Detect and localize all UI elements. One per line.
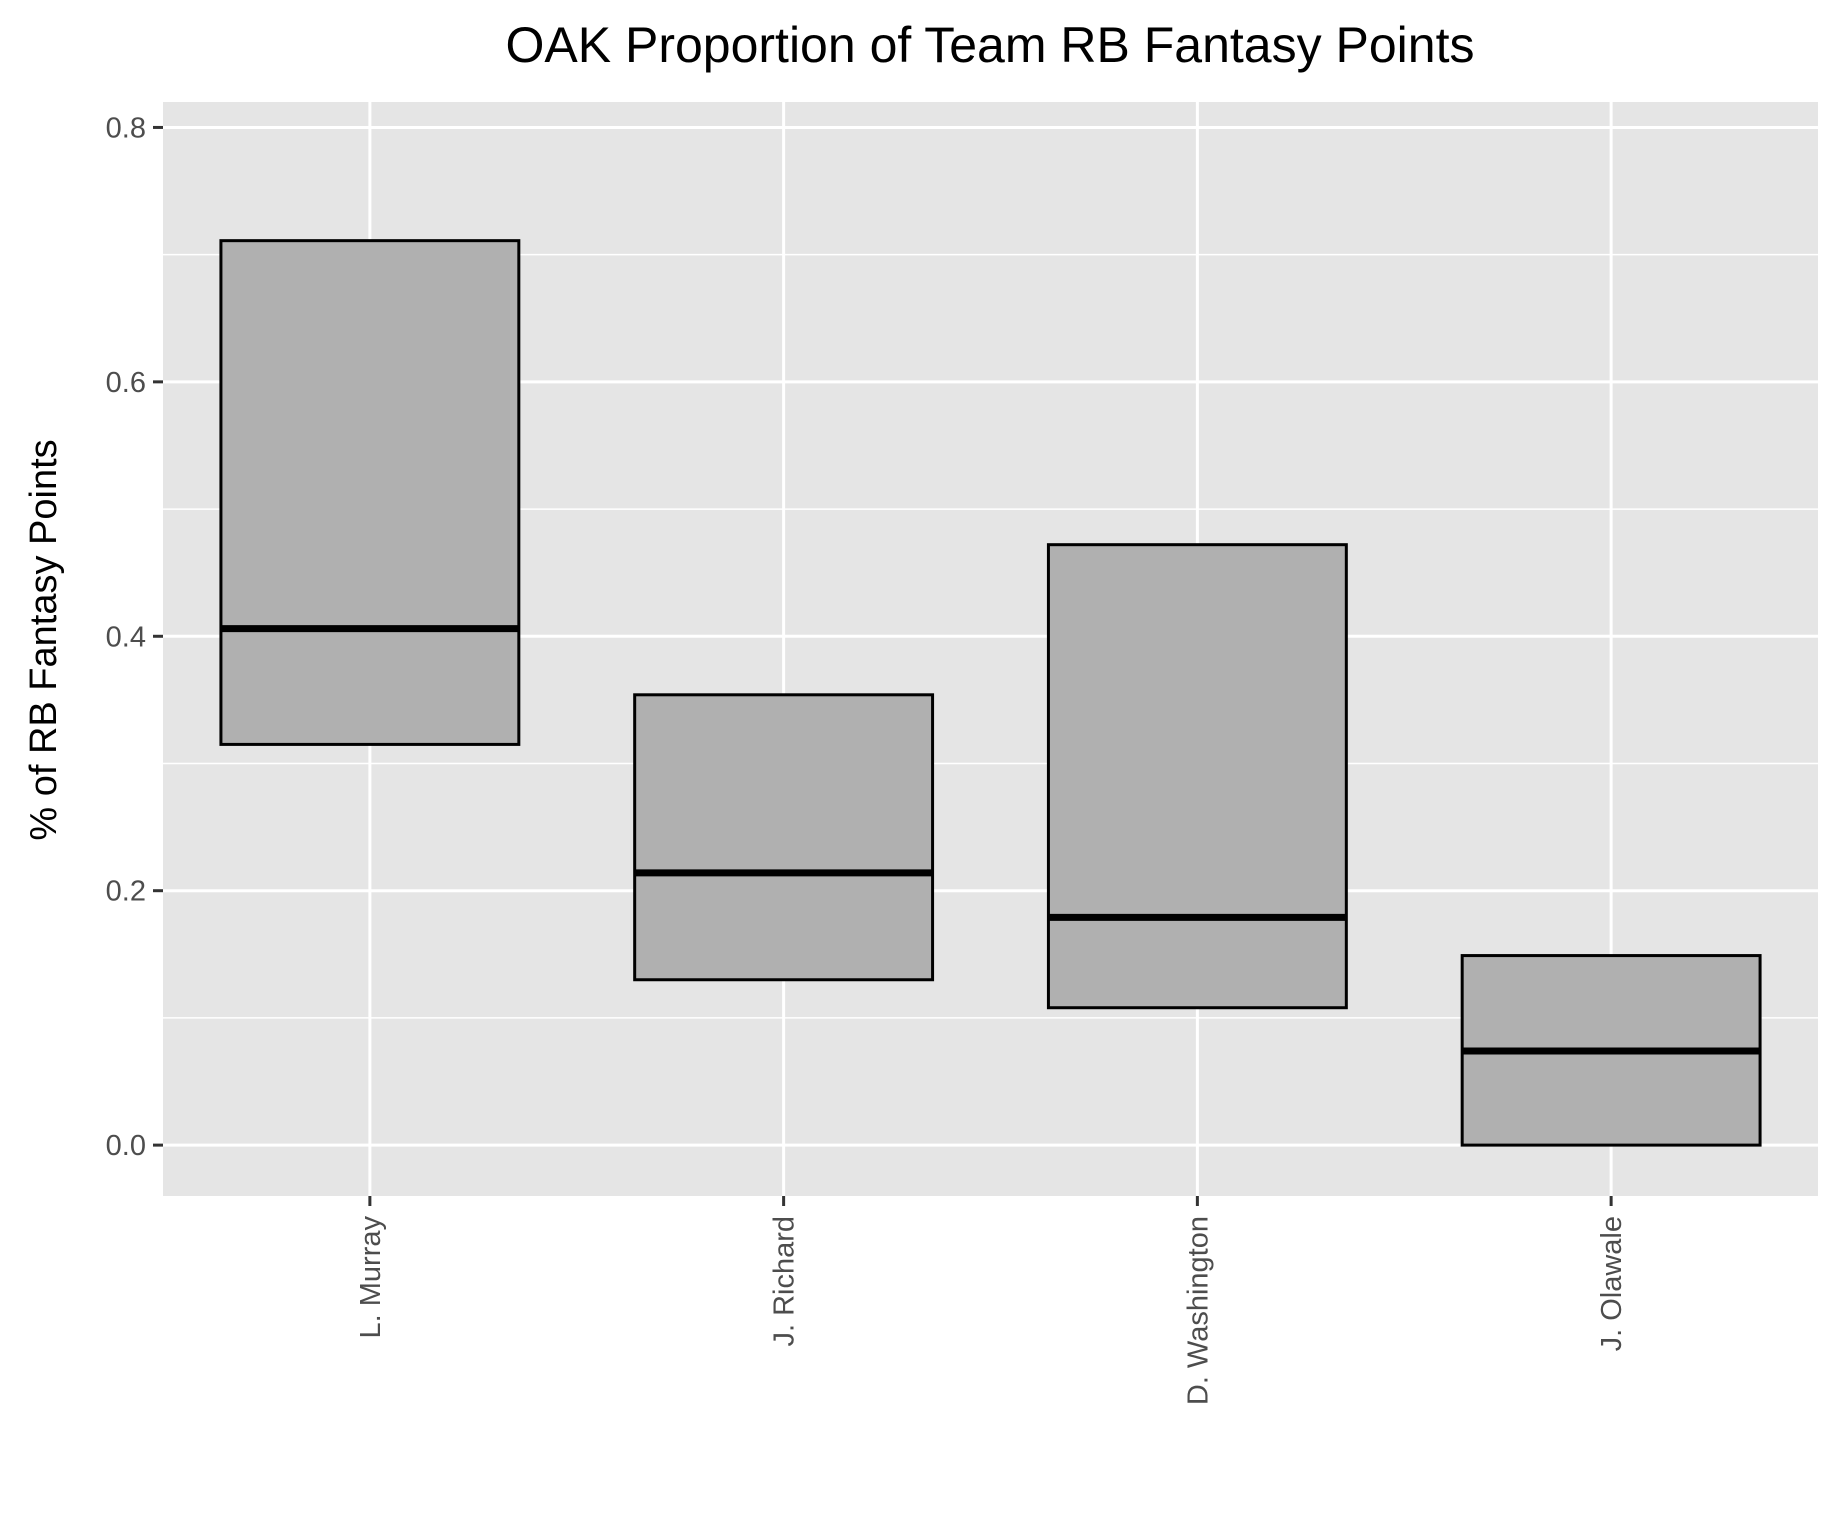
y-tick-label: 0.6 — [106, 367, 146, 399]
y-axis-title: % of RB Fantasy Points — [23, 439, 65, 840]
x-tick-label: L. Murray — [355, 1216, 387, 1339]
y-tick-label: 0.8 — [106, 112, 146, 144]
boxes — [219, 239, 1762, 1147]
chart-title: OAK Proportion of Team RB Fantasy Points — [506, 17, 1475, 73]
box-2 — [633, 693, 935, 982]
y-axis: 0.0 0.2 0.4 0.6 0.8 — [106, 112, 163, 1162]
box-3 — [1046, 543, 1348, 1010]
y-tick-label: 0.4 — [106, 621, 146, 653]
y-tick-label: 0.2 — [106, 876, 146, 908]
x-axis: L. Murray J. Richard D. Washington J. Olawa… — [355, 1196, 1628, 1405]
box-1 — [219, 239, 521, 746]
x-tick-label: D. Washington — [1182, 1216, 1214, 1405]
y-tick-label: 0.0 — [106, 1130, 146, 1162]
x-tick-label: J. Richard — [769, 1216, 801, 1347]
x-tick-label: J. Olawale — [1596, 1216, 1628, 1351]
